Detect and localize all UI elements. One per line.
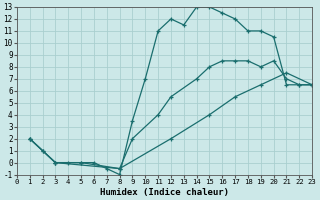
X-axis label: Humidex (Indice chaleur): Humidex (Indice chaleur) bbox=[100, 188, 229, 197]
